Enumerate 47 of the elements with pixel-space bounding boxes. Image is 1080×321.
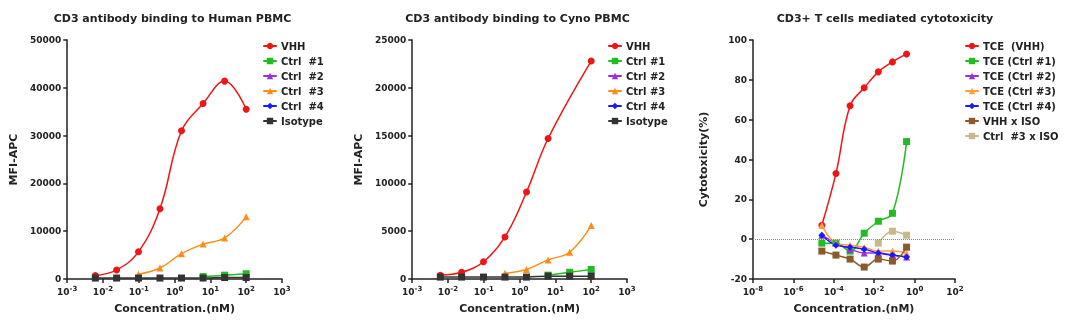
y-tick-label: 40	[734, 154, 747, 165]
y-tick-label: 20	[734, 194, 747, 205]
legend-label: Ctrl #3	[281, 85, 324, 97]
chart-title: CD3 antibody binding to Human PBMC	[53, 12, 292, 25]
y-tick-label: 0	[54, 274, 62, 284]
y-axis-title: MFI-APC	[352, 133, 365, 186]
y-tick-label: 5000	[381, 226, 407, 237]
legend-label: Ctrl #2	[626, 70, 666, 82]
y-axis-title: Cytotoxicity(%)	[697, 111, 710, 208]
y-tick-label: 0	[399, 274, 407, 284]
y-tick-label: 0	[740, 234, 747, 245]
legend-label: Ctrl #2	[281, 70, 324, 82]
legend-label: Ctrl #3	[626, 85, 666, 97]
legend-label: Isotype	[281, 115, 323, 127]
legend-label: VHH	[626, 40, 651, 52]
y-tick-label: 30000	[29, 130, 62, 141]
legend-label: TCE (VHH)	[983, 40, 1045, 52]
y-axis-title: MFI-APC	[7, 133, 20, 186]
legend-label: Ctrl #1	[281, 55, 324, 67]
y-tick-label: 10000	[29, 226, 62, 237]
chart-title: CD3 antibody binding to Cyno PBMC	[405, 12, 630, 25]
y-tick-label: 15000	[374, 130, 407, 141]
legend-label: TCE (Ctrl #3)	[983, 85, 1056, 97]
legend-label: Ctrl #1	[626, 55, 666, 67]
legend-label: TCE (Ctrl #1)	[983, 55, 1056, 67]
legend-label: Ctrl #4	[281, 100, 324, 112]
y-tick-label: 20000	[374, 82, 407, 93]
y-tick-label: 60	[734, 114, 747, 125]
x-axis-title: Concentration.(nM)	[793, 302, 915, 315]
y-tick-label: 20000	[29, 178, 62, 189]
y-tick-label: 80	[734, 74, 747, 85]
legend-label: VHH	[281, 40, 306, 52]
chart-title: CD3+ T cells mediated cytotoxicity	[776, 12, 994, 25]
y-tick-label: 100	[728, 35, 747, 45]
x-axis-title: Concentration.(nM)	[459, 302, 581, 315]
y-tick-label: 50000	[29, 35, 62, 45]
y-tick-label: -20	[730, 274, 747, 284]
x-axis-title: Concentration.(nM)	[114, 302, 236, 315]
legend-label: TCE (Ctrl #2)	[983, 70, 1056, 82]
legend-label: TCE (Ctrl #4)	[983, 100, 1056, 112]
y-tick-label: 40000	[29, 82, 62, 93]
legend-label: Ctrl #4	[626, 100, 666, 112]
legend-label: VHH x ISO	[983, 115, 1041, 127]
legend-label: Ctrl #3 x ISO	[983, 130, 1059, 142]
legend-label: Isotype	[626, 115, 668, 127]
y-tick-label: 25000	[374, 35, 407, 45]
y-tick-label: 10000	[374, 178, 407, 189]
